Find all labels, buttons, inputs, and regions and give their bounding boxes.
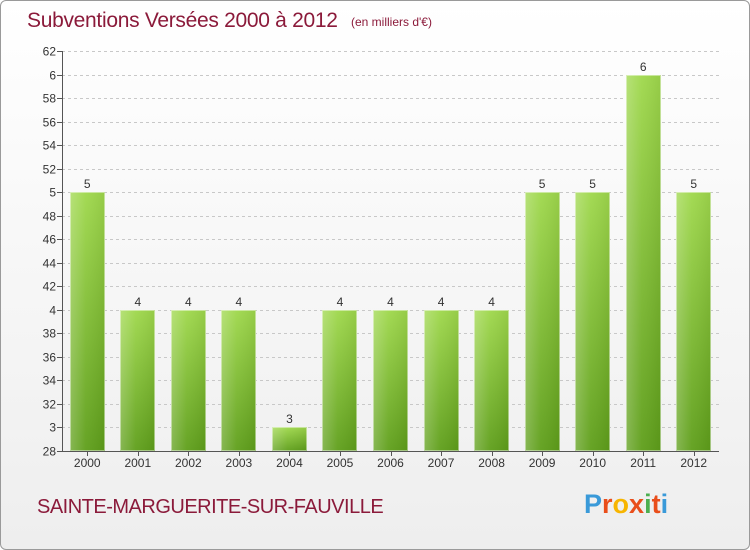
y-tick-label: 6 bbox=[49, 69, 56, 83]
y-tick-label: 5 bbox=[49, 186, 56, 200]
data-label: 4 bbox=[236, 295, 243, 309]
bar-outline bbox=[373, 310, 408, 451]
y-tick-label: 38 bbox=[43, 327, 57, 341]
bar-outline bbox=[120, 310, 155, 451]
bar-shine bbox=[322, 310, 357, 451]
y-tick-label: 28 bbox=[43, 445, 57, 459]
data-label: 5 bbox=[690, 177, 697, 191]
data-label: 4 bbox=[488, 295, 495, 309]
y-tick-label: 54 bbox=[43, 139, 57, 153]
logo-letter: r bbox=[602, 489, 613, 519]
bar-outline bbox=[221, 310, 256, 451]
y-tick-label: 36 bbox=[43, 351, 57, 365]
bar-shine bbox=[676, 192, 711, 451]
logo-letter: i bbox=[644, 489, 652, 519]
proxiti-logo: Proxiti bbox=[584, 489, 668, 520]
logo-letter: P bbox=[584, 489, 603, 519]
bar-shine bbox=[575, 192, 610, 451]
x-tick-label: 2008 bbox=[478, 456, 505, 470]
bar-shine bbox=[272, 427, 307, 451]
bar-outline bbox=[525, 192, 560, 451]
y-tick-label: 34 bbox=[43, 374, 57, 388]
bar-shine bbox=[221, 310, 256, 451]
x-tick-label: 2009 bbox=[529, 456, 556, 470]
y-tick-label: 58 bbox=[43, 92, 57, 106]
y-tick-label: 46 bbox=[43, 233, 57, 247]
y-tick-label: 56 bbox=[43, 116, 57, 130]
bar-outline bbox=[70, 192, 105, 451]
y-tick-label: 42 bbox=[43, 280, 57, 294]
bar-shine bbox=[120, 310, 155, 451]
logo-letter: o bbox=[612, 489, 630, 519]
bar-outline bbox=[575, 192, 610, 451]
bar-shine bbox=[70, 192, 105, 451]
x-tick-label: 2010 bbox=[579, 456, 606, 470]
x-tick-label: 2005 bbox=[327, 456, 354, 470]
x-tick-label: 2006 bbox=[377, 456, 404, 470]
x-tick-label: 2012 bbox=[680, 456, 707, 470]
bar-shine bbox=[525, 192, 560, 451]
x-tick-label: 2011 bbox=[630, 456, 656, 470]
data-label: 4 bbox=[337, 295, 344, 309]
commune-name: SAINTE-MARGUERITE-SUR-FAUVILLE bbox=[37, 496, 384, 518]
value-labels: 5 4 4 4 3 4 4 4 4 5 5 6 5 bbox=[84, 60, 697, 426]
data-label: 4 bbox=[438, 295, 445, 309]
data-label: 4 bbox=[185, 295, 192, 309]
bar-outline bbox=[676, 192, 711, 451]
x-tick-label: 2002 bbox=[175, 456, 202, 470]
bars bbox=[70, 75, 711, 451]
y-tick-label: 62 bbox=[43, 45, 57, 59]
bar-shine bbox=[373, 310, 408, 451]
x-tick-label: 2004 bbox=[276, 456, 303, 470]
data-label: 5 bbox=[589, 177, 596, 191]
bar-outline bbox=[322, 310, 357, 451]
y-tick-label: 44 bbox=[43, 257, 57, 271]
bar-outline bbox=[171, 310, 206, 451]
data-label: 5 bbox=[84, 177, 91, 191]
bar-outline bbox=[474, 310, 509, 451]
bar-shine bbox=[171, 310, 206, 451]
bar-shine bbox=[424, 310, 459, 451]
x-tick-label: 2007 bbox=[428, 456, 455, 470]
logo-letter: t bbox=[651, 489, 661, 519]
chart-unit-label: (en milliers d'€) bbox=[351, 15, 432, 29]
y-tick-label: 52 bbox=[43, 163, 57, 177]
x-tick-label: 2001 bbox=[124, 456, 151, 470]
bar-outline bbox=[626, 75, 661, 451]
data-label: 4 bbox=[387, 295, 394, 309]
logo-letter: x bbox=[629, 489, 645, 519]
data-label: 3 bbox=[286, 412, 293, 426]
bar-outline bbox=[424, 310, 459, 451]
y-tick-label: 3 bbox=[49, 421, 56, 435]
chart-title: Subventions Versées 2000 à 2012 bbox=[27, 9, 338, 32]
y-tick-label: 32 bbox=[43, 398, 57, 412]
y-tick-label: 48 bbox=[43, 210, 57, 224]
bar-shine bbox=[474, 310, 509, 451]
bar-outline bbox=[272, 427, 307, 451]
x-tick-label: 2003 bbox=[226, 456, 253, 470]
x-tick-label: 2000 bbox=[74, 456, 101, 470]
logo-letter: i bbox=[660, 489, 669, 519]
data-label: 6 bbox=[640, 60, 647, 74]
y-tick-label: 4 bbox=[49, 304, 56, 318]
data-label: 5 bbox=[539, 177, 546, 191]
bar-shine bbox=[626, 75, 661, 451]
data-label: 4 bbox=[134, 295, 141, 309]
